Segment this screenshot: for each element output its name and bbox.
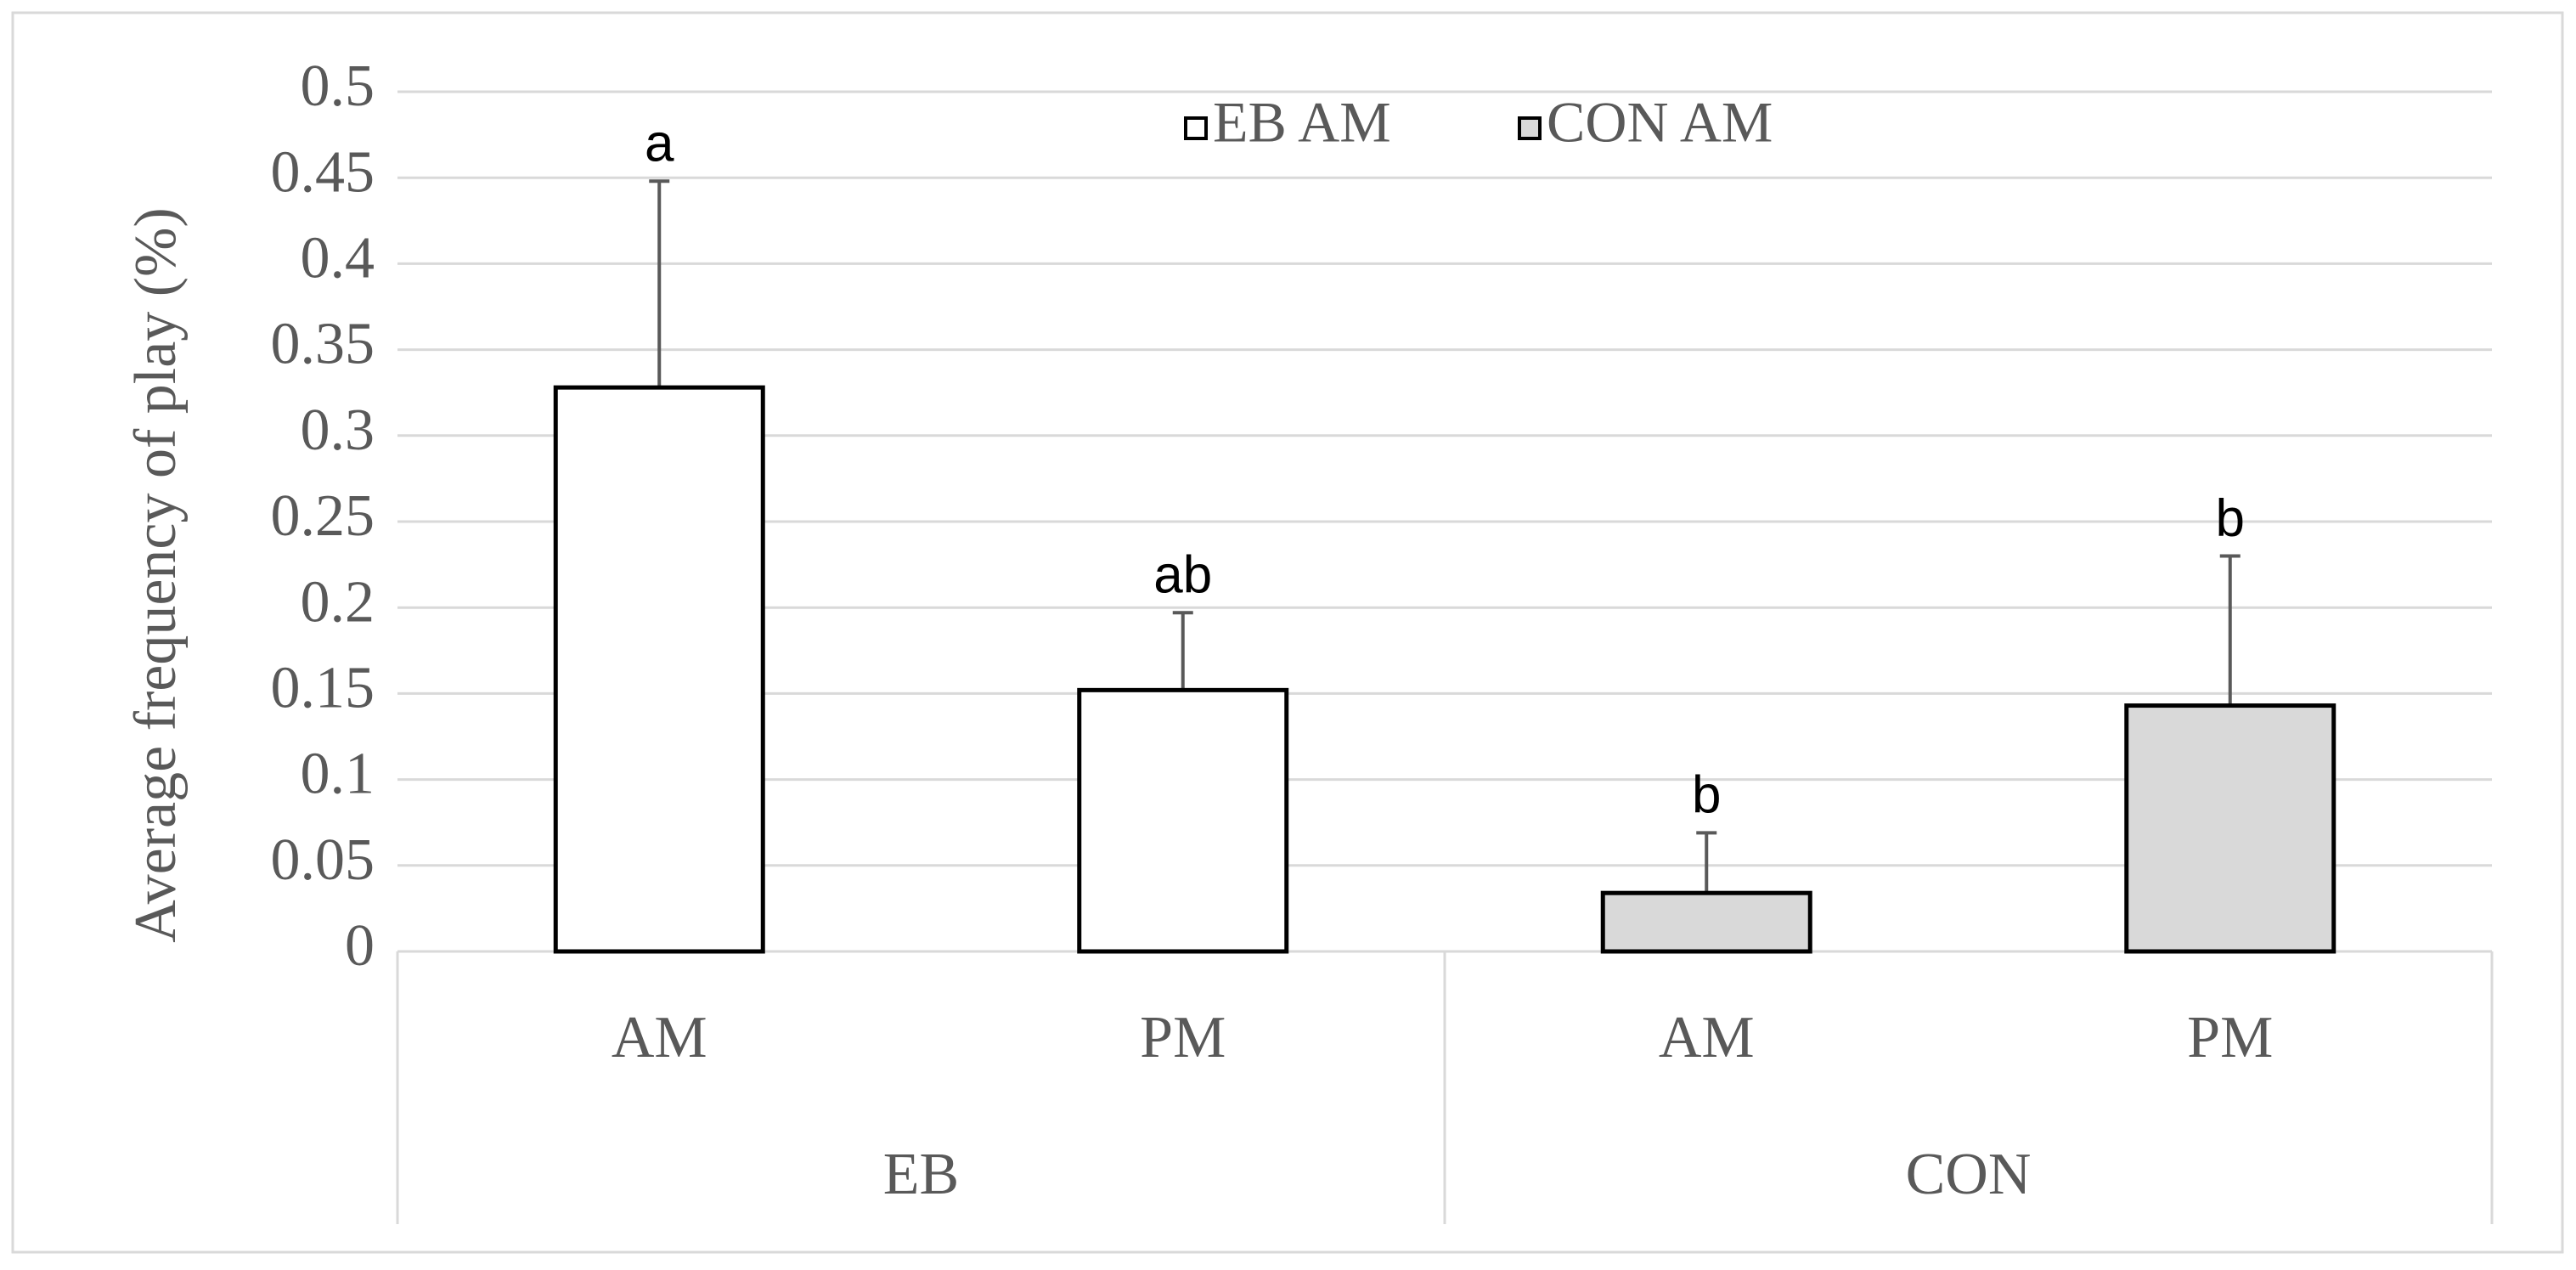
significance-letter: b xyxy=(2216,489,2245,548)
y-tick-label: 0.45 xyxy=(271,139,375,205)
x-tick-label: AM xyxy=(612,1005,707,1070)
significance-letter: b xyxy=(1692,766,1721,825)
legend-label: EB AM xyxy=(1213,90,1391,155)
bar xyxy=(1077,687,1289,954)
y-tick-label: 0.05 xyxy=(271,827,375,893)
y-tick-label: 0.25 xyxy=(271,483,375,549)
x-tick-label: AM xyxy=(1659,1005,1755,1070)
y-tick-label: 0.15 xyxy=(271,655,375,720)
y-tick-label: 0.4 xyxy=(301,225,375,291)
y-tick-label: 0.3 xyxy=(301,398,375,463)
x-tick-label: PM xyxy=(1140,1005,1226,1070)
significance-letter: a xyxy=(645,115,674,173)
legend-swatch xyxy=(1518,116,1542,140)
bar xyxy=(1600,890,1812,954)
x-tick-label: PM xyxy=(2187,1005,2273,1070)
y-axis-title: Average frequency of play (%) xyxy=(123,207,189,942)
legend-label: CON AM xyxy=(1547,90,1773,155)
legend-swatch xyxy=(1184,116,1208,140)
chart-frame xyxy=(11,11,2564,1254)
y-tick-label: 0 xyxy=(345,913,375,979)
y-tick-label: 0.2 xyxy=(301,569,375,635)
bar xyxy=(2124,703,2336,954)
y-tick-label: 0.5 xyxy=(301,54,375,119)
significance-letter: ab xyxy=(1153,546,1212,605)
group-label: EB xyxy=(883,1142,959,1207)
bar xyxy=(553,385,765,954)
y-tick-label: 0.35 xyxy=(271,312,375,377)
group-label: CON xyxy=(1906,1142,2032,1207)
y-tick-label: 0.1 xyxy=(301,742,375,807)
